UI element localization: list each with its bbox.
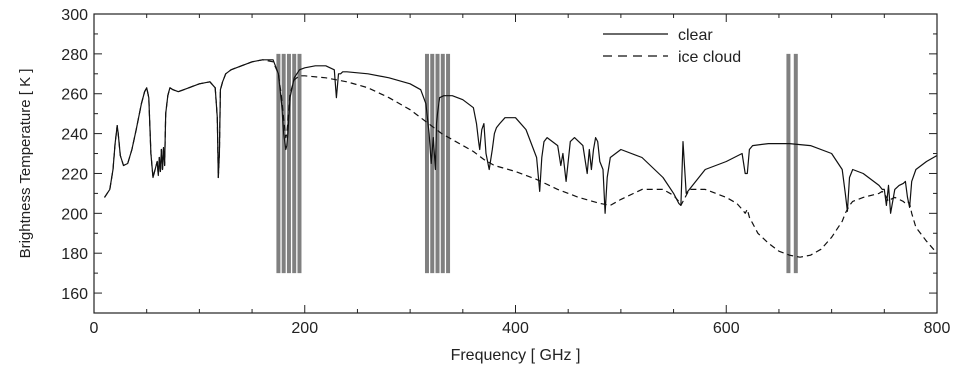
band-1-1 (276, 53, 281, 274)
band-1-2 (281, 53, 286, 274)
y-tick-label: 180 (61, 246, 88, 263)
legend-label-clear: clear (678, 27, 713, 44)
legend: clear ice cloud (603, 27, 741, 66)
x-tick-label: 0 (90, 320, 99, 337)
x-tick-label: 200 (291, 320, 318, 337)
band-1-5 (297, 53, 302, 274)
x-tick-label: 400 (502, 320, 529, 337)
y-tick-label: 240 (61, 127, 88, 144)
y-tick-label: 220 (61, 166, 88, 183)
series-line-ice-cloud (103, 59, 938, 258)
y-tick-label: 200 (61, 206, 88, 223)
band-2-1 (424, 53, 429, 274)
band-2-4 (440, 53, 445, 274)
plot-frame (93, 13, 938, 314)
band-3-1 (786, 53, 791, 274)
x-tick-label: 600 (713, 320, 740, 337)
y-tick-label: 280 (61, 47, 88, 64)
band-1-4 (292, 53, 297, 274)
x-axis-label: Frequency [ GHz ] (451, 347, 581, 364)
y-tick-label: 160 (61, 286, 88, 303)
axis-ticks: 0 200 400 600 800 160 180 200 220 240 260 280 300 (61, 7, 950, 337)
band-2-3 (435, 53, 440, 274)
y-axis-label: Brightness Temperature [ K ] (17, 69, 34, 259)
y-tick-label: 260 (61, 87, 88, 104)
series-lines (103, 59, 938, 258)
legend-label-ice-cloud: ice cloud (678, 49, 741, 66)
series-line-clear (103, 59, 938, 214)
band-3-2 (793, 53, 798, 274)
y-tick-label: 300 (61, 7, 88, 24)
x-tick-label: 800 (924, 320, 951, 337)
band-2-2 (430, 53, 435, 274)
spectral-bands (276, 53, 798, 274)
band-2-5 (446, 53, 451, 274)
band-1-3 (286, 53, 291, 274)
